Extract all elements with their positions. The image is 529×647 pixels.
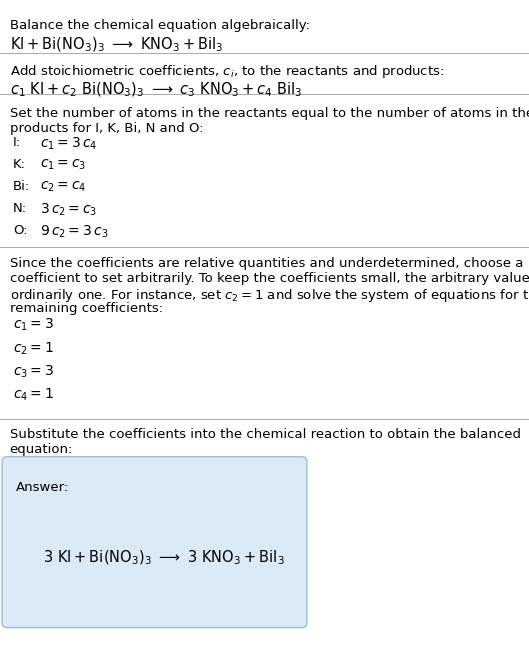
Text: Balance the chemical equation algebraically:: Balance the chemical equation algebraica…: [10, 19, 309, 32]
Text: O:: O:: [13, 224, 28, 237]
Text: Set the number of atoms in the reactants equal to the number of atoms in the: Set the number of atoms in the reactants…: [10, 107, 529, 120]
Text: $9\,c_2 = 3\,c_3$: $9\,c_2 = 3\,c_3$: [40, 224, 108, 240]
Text: $\mathrm{KI + Bi(NO_3)_3 \ \longrightarrow \ KNO_3 + BiI_3}$: $\mathrm{KI + Bi(NO_3)_3 \ \longrightarr…: [10, 36, 223, 54]
Text: K:: K:: [13, 158, 26, 171]
Text: equation:: equation:: [10, 443, 73, 456]
Text: Answer:: Answer:: [16, 481, 69, 494]
Text: Substitute the coefficients into the chemical reaction to obtain the balanced: Substitute the coefficients into the che…: [10, 428, 521, 441]
Text: $c_4 = 1$: $c_4 = 1$: [13, 387, 54, 403]
Text: coefficient to set arbitrarily. To keep the coefficients small, the arbitrary va: coefficient to set arbitrarily. To keep …: [10, 272, 529, 285]
Text: Add stoichiometric coefficients, $c_i$, to the reactants and products:: Add stoichiometric coefficients, $c_i$, …: [10, 63, 444, 80]
Text: ordinarily one. For instance, set $c_2 = 1$ and solve the system of equations fo: ordinarily one. For instance, set $c_2 =…: [10, 287, 529, 303]
Text: $c_1\ \mathrm{KI} + c_2\ \mathrm{Bi(NO_3)_3} \ \longrightarrow \ c_3\ \mathrm{KN: $c_1\ \mathrm{KI} + c_2\ \mathrm{Bi(NO_3…: [10, 80, 302, 98]
Text: N:: N:: [13, 202, 28, 215]
Text: $c_2 = 1$: $c_2 = 1$: [13, 340, 54, 356]
Text: Since the coefficients are relative quantities and underdetermined, choose a: Since the coefficients are relative quan…: [10, 257, 523, 270]
Text: $c_3 = 3$: $c_3 = 3$: [13, 364, 54, 380]
Text: $3\ \mathrm{KI + Bi(NO_3)_3} \ \longrightarrow \ 3\ \mathrm{KNO_3 + BiI_3}$: $3\ \mathrm{KI + Bi(NO_3)_3} \ \longrigh…: [43, 549, 285, 567]
Text: remaining coefficients:: remaining coefficients:: [10, 302, 162, 314]
Text: I:: I:: [13, 136, 21, 149]
Text: products for I, K, Bi, N and O:: products for I, K, Bi, N and O:: [10, 122, 203, 135]
Text: $c_1 = 3$: $c_1 = 3$: [13, 317, 54, 333]
Text: $c_2 = c_4$: $c_2 = c_4$: [40, 180, 86, 194]
Text: Bi:: Bi:: [13, 180, 31, 193]
FancyBboxPatch shape: [2, 457, 307, 628]
Text: $c_1 = c_3$: $c_1 = c_3$: [40, 158, 86, 172]
Text: $3\,c_2 = c_3$: $3\,c_2 = c_3$: [40, 202, 97, 218]
Text: $c_1 = 3\,c_4$: $c_1 = 3\,c_4$: [40, 136, 97, 152]
